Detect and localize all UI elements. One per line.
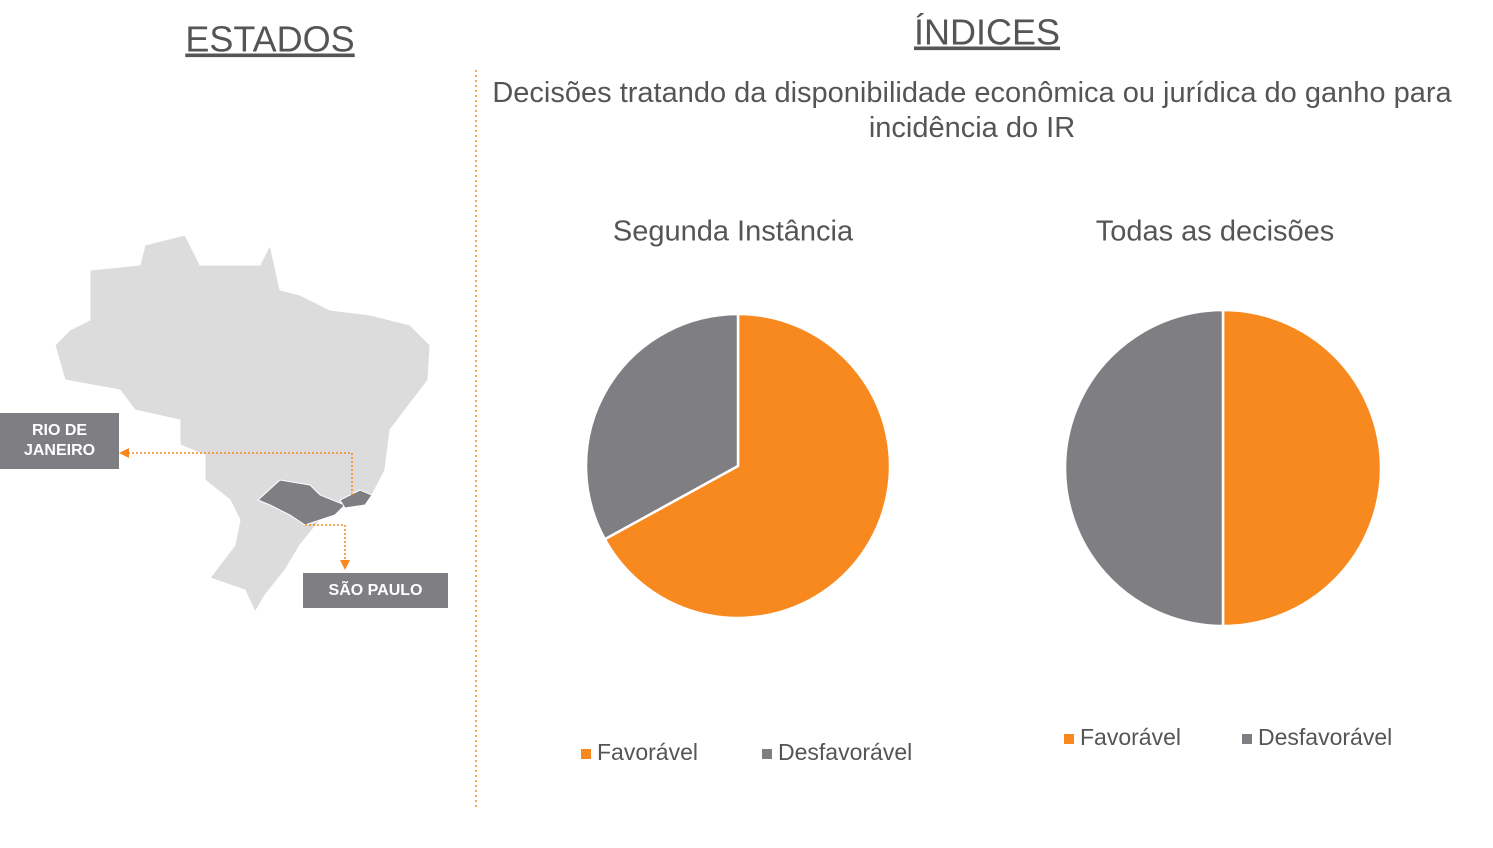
pie-slice	[603, 312, 892, 620]
legend-swatch	[1242, 734, 1252, 744]
legend-label: Favorável	[1080, 724, 1181, 750]
legend-label: Desfavorável	[1258, 724, 1392, 750]
legend-swatch	[581, 749, 591, 759]
map-label: SÃO PAULO	[303, 573, 448, 608]
map-label: RIO DE JANEIRO	[0, 413, 119, 469]
legend-swatch	[762, 749, 772, 759]
subtitle: Decisões tratando da disponibilidade eco…	[492, 77, 1452, 144]
map-sao-paulo	[257, 479, 346, 526]
left-title: ESTADOS	[185, 19, 354, 60]
chart-title: Segunda Instância	[613, 216, 854, 248]
right-title: ÍNDICES	[914, 12, 1060, 53]
map-rio	[339, 489, 373, 509]
legend-label: Desfavorável	[778, 739, 912, 765]
chart-title: Todas as decisões	[1096, 216, 1335, 248]
pointer-line	[126, 452, 353, 495]
legend-swatch	[1064, 734, 1074, 744]
map-brazil	[54, 234, 431, 614]
pie-slice	[1063, 308, 1225, 628]
arrow	[119, 448, 129, 458]
pie-slice	[584, 312, 740, 541]
legend-label: Favorável	[597, 739, 698, 765]
pie-slice	[1221, 308, 1383, 628]
arrow	[340, 560, 350, 570]
pointer-line	[305, 524, 346, 562]
